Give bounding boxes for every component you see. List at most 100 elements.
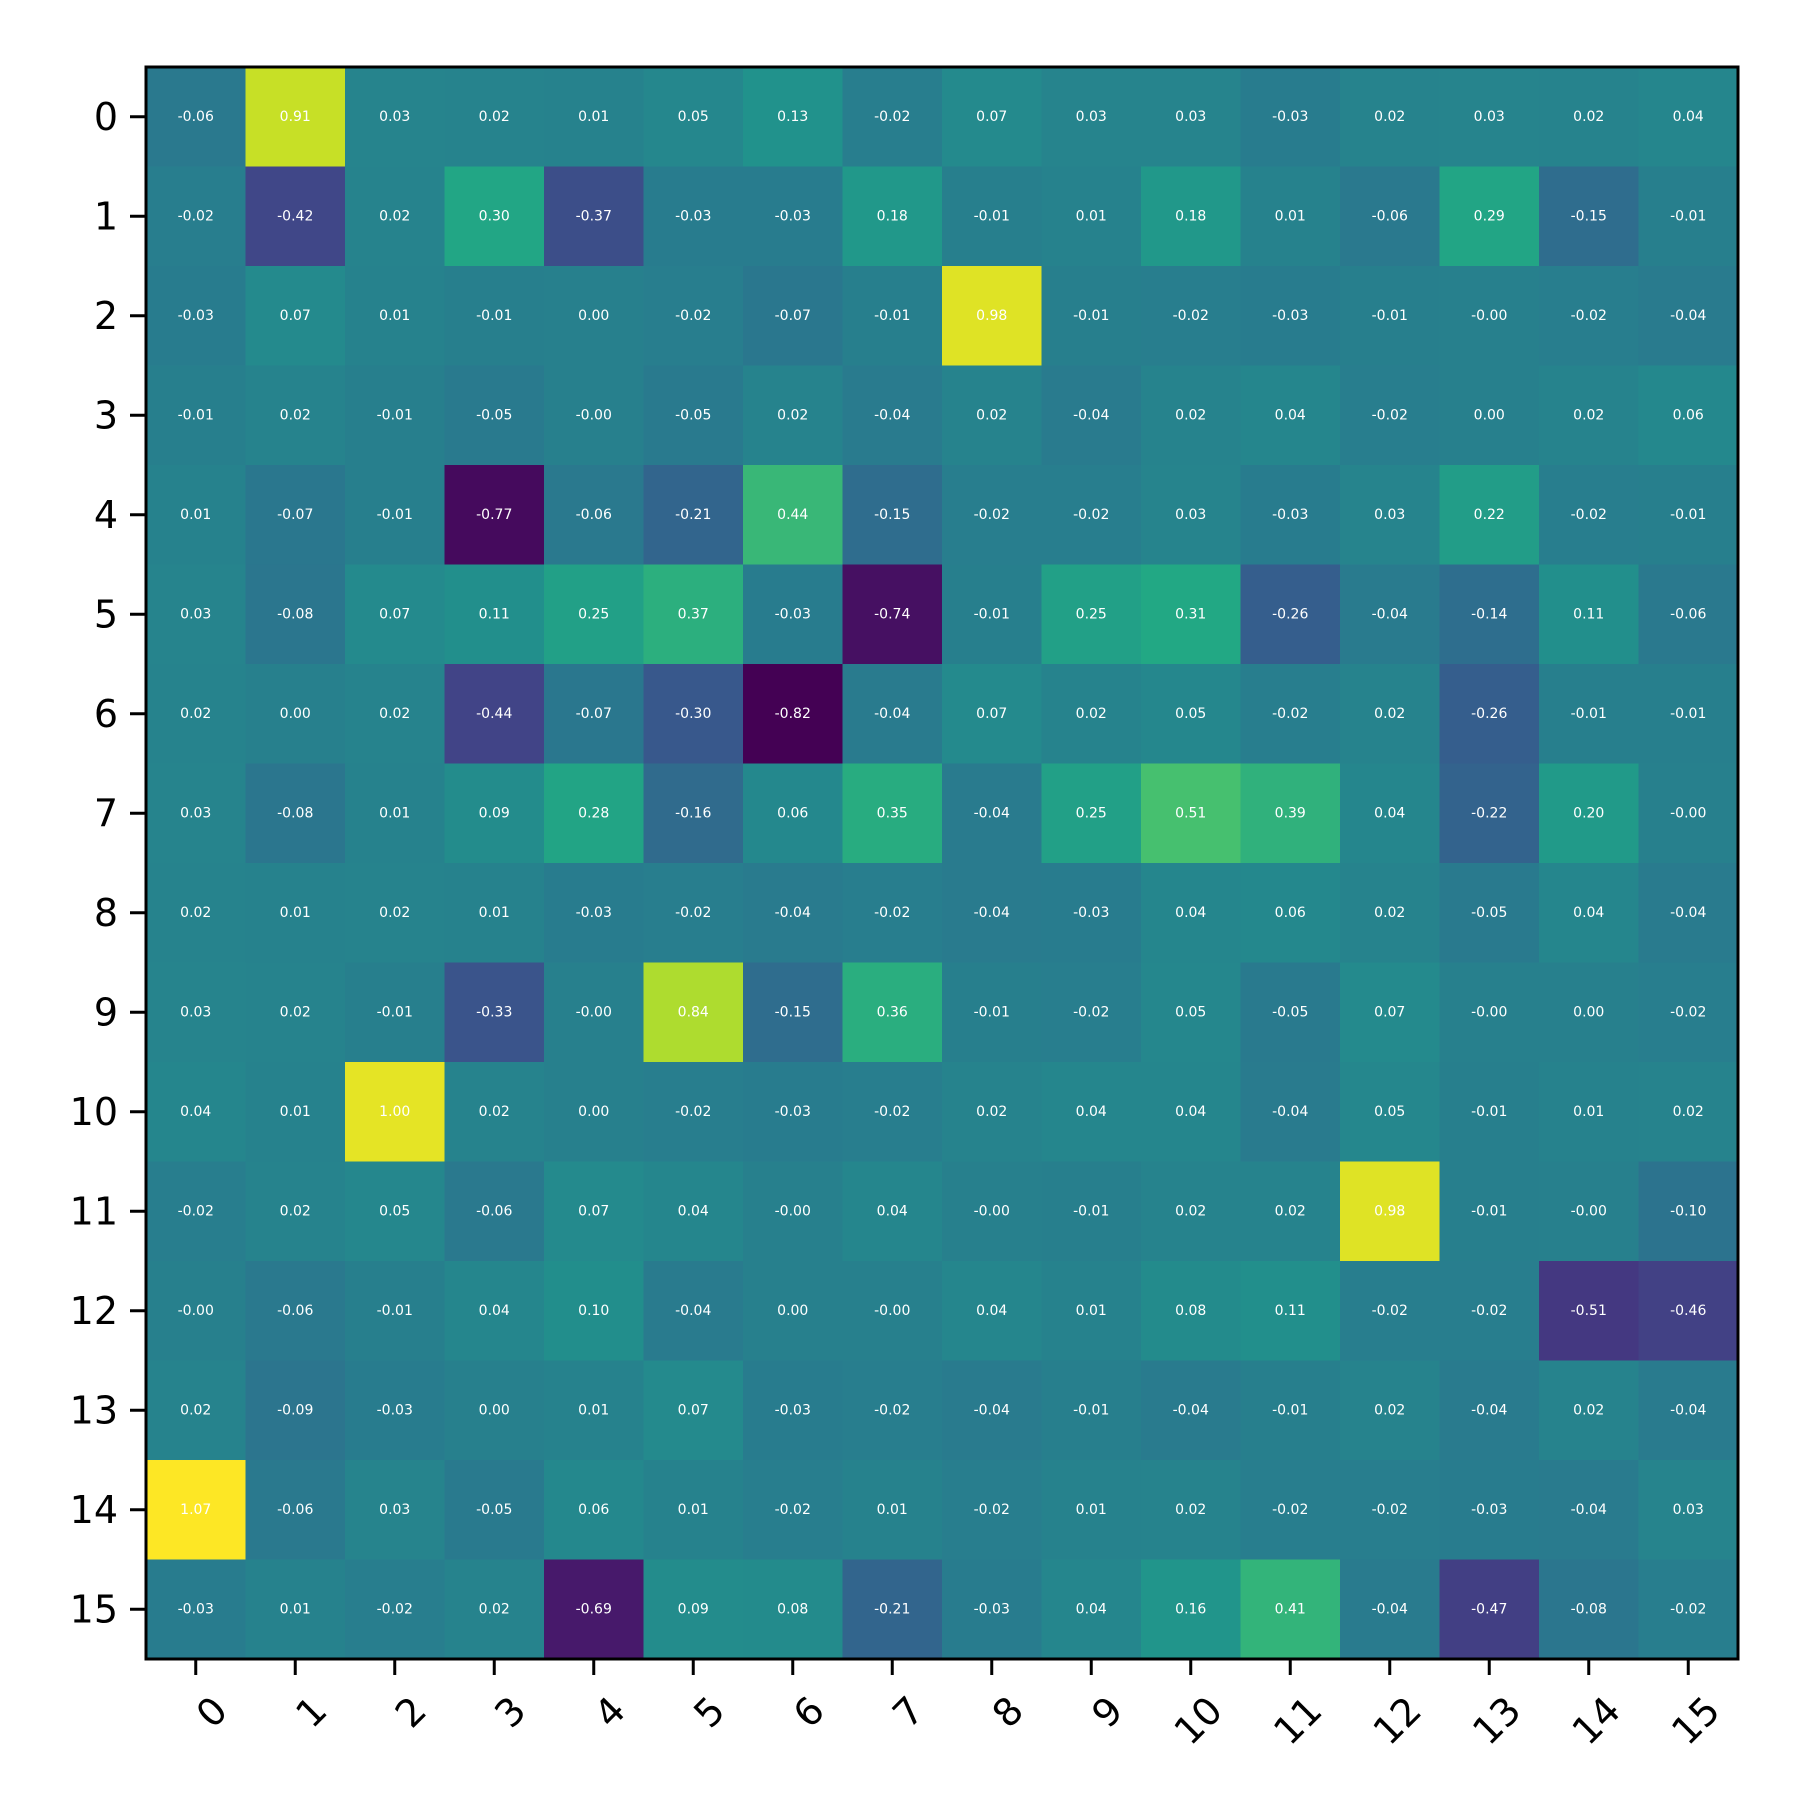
cell-value-label: 0.04 [1175, 1104, 1206, 1120]
heatmap-cell [1638, 266, 1739, 366]
heatmap-cell [544, 564, 644, 665]
heatmap-cell [1539, 1161, 1639, 1262]
cell-value-label: -0.01 [974, 1004, 1010, 1020]
cell-value-label: 0.44 [777, 507, 808, 523]
cell-value-label: 0.30 [479, 208, 510, 224]
cell-value-label: 0.03 [1474, 109, 1505, 125]
cell-value-label: 0.08 [777, 1601, 808, 1617]
cell-value-label: 0.03 [1374, 507, 1405, 523]
heatmap-cell [1638, 1062, 1739, 1162]
cell-value-label: -0.04 [675, 1303, 711, 1319]
x-tick-label: 10 [1166, 1688, 1231, 1753]
cell-value-label: 0.04 [1076, 1601, 1107, 1617]
heatmap-cell [345, 863, 445, 963]
cell-value-label: 0.39 [1275, 805, 1306, 821]
heatmap-cell [1340, 1062, 1440, 1162]
heatmap-cell [245, 564, 346, 665]
cell-value-label: 0.02 [1374, 905, 1405, 921]
cell-value-label: 0.01 [578, 1402, 609, 1418]
heatmap-cell [1041, 1261, 1142, 1361]
heatmap-cell [743, 67, 843, 167]
heatmap-cell [1041, 962, 1142, 1063]
cell-value-label: -0.00 [1670, 805, 1706, 821]
cell-value-label: -0.04 [1073, 407, 1109, 423]
cell-value-label: 0.04 [976, 1303, 1007, 1319]
heatmap-cell [1240, 1062, 1341, 1162]
cell-value-label: -0.01 [974, 208, 1010, 224]
cell-value-label: -0.03 [576, 905, 612, 921]
heatmap-cell [1141, 664, 1241, 764]
heatmap-cell [146, 1062, 246, 1162]
cell-value-label: -0.02 [1571, 507, 1607, 523]
cell-value-label: 0.04 [678, 1203, 709, 1219]
cell-value-label: 0.36 [877, 1004, 908, 1020]
heatmap-cell [345, 1261, 445, 1361]
heatmap-cell [245, 365, 346, 466]
cell-value-label: -0.02 [974, 1502, 1010, 1518]
cell-value-label: -0.04 [1372, 1601, 1408, 1617]
cell-value-label: 0.02 [1573, 109, 1604, 125]
cell-value-label: -0.01 [1670, 208, 1706, 224]
heatmap-cell [643, 266, 744, 366]
heatmap-cell [1340, 1360, 1440, 1461]
heatmap-cell [245, 1559, 346, 1660]
cell-value-label: -0.03 [1073, 905, 1109, 921]
cell-value-label: -0.00 [576, 1004, 612, 1020]
y-tick-label: 1 [94, 194, 118, 238]
cell-value-label: 0.03 [1175, 507, 1206, 523]
heatmap-cell [1240, 1460, 1341, 1560]
cell-value-label: -0.02 [1670, 1004, 1706, 1020]
heatmap-cell [1439, 1460, 1540, 1560]
heatmap-cell [1141, 1161, 1241, 1262]
heatmap-cells [146, 67, 1739, 1660]
y-tick-label: 0 [94, 95, 118, 139]
cell-value-label: 0.01 [678, 1502, 709, 1518]
cell-value-label: 0.28 [578, 805, 609, 821]
heatmap-cell [743, 1559, 843, 1660]
cell-value-label: -0.14 [1471, 606, 1507, 622]
heatmap-cell [146, 365, 246, 466]
cell-value-label: 0.01 [1076, 1303, 1107, 1319]
heatmap-cell [444, 962, 545, 1063]
heatmap-cell [1041, 564, 1142, 665]
y-tick-label: 5 [94, 592, 118, 636]
cell-value-label: 0.51 [1175, 805, 1206, 821]
cell-value-label: 0.03 [379, 109, 410, 125]
heatmap-cell [1240, 67, 1341, 167]
cell-value-label: 1.07 [180, 1502, 211, 1518]
cell-value-label: 0.18 [877, 208, 908, 224]
heatmap-cell [245, 863, 346, 963]
heatmap-cell [444, 1062, 545, 1162]
cell-value-label: 0.01 [479, 905, 510, 921]
heatmap-cell [345, 1360, 445, 1461]
cell-value-label: -0.03 [974, 1601, 1010, 1617]
cell-value-label: 0.02 [1374, 706, 1405, 722]
heatmap-cell [245, 1161, 346, 1262]
cell-value-label: -0.15 [874, 507, 910, 523]
heatmap-cell [146, 863, 246, 963]
heatmap-cell [1041, 266, 1142, 366]
cell-value-label: -0.04 [974, 805, 1010, 821]
cell-value-label: 0.05 [1175, 706, 1206, 722]
heatmap-cell [1041, 1559, 1142, 1660]
cell-value-label: 0.01 [379, 308, 410, 324]
heatmap-cell [842, 1062, 943, 1162]
cell-value-label: 0.09 [678, 1601, 709, 1617]
cell-value-label: 0.05 [678, 109, 709, 125]
cell-value-label: 0.01 [578, 109, 609, 125]
heatmap-cell [544, 962, 644, 1063]
cell-value-label: 0.16 [1175, 1601, 1206, 1617]
cell-value-label: -0.03 [775, 208, 811, 224]
cell-value-label: -0.04 [1471, 1402, 1507, 1418]
heatmap-cell [146, 1261, 246, 1361]
heatmap-cell [942, 465, 1042, 565]
cell-value-label: -0.04 [1670, 308, 1706, 324]
cell-value-label: -0.16 [675, 805, 711, 821]
heatmap-cell [1638, 1360, 1739, 1461]
cell-value-label: 0.01 [1076, 1502, 1107, 1518]
cell-value-label: -0.02 [1372, 1502, 1408, 1518]
cell-value-label: 0.98 [976, 308, 1007, 324]
cell-value-label: -0.01 [377, 1303, 413, 1319]
heatmap-cell [544, 67, 644, 167]
heatmap-cell [842, 962, 943, 1063]
